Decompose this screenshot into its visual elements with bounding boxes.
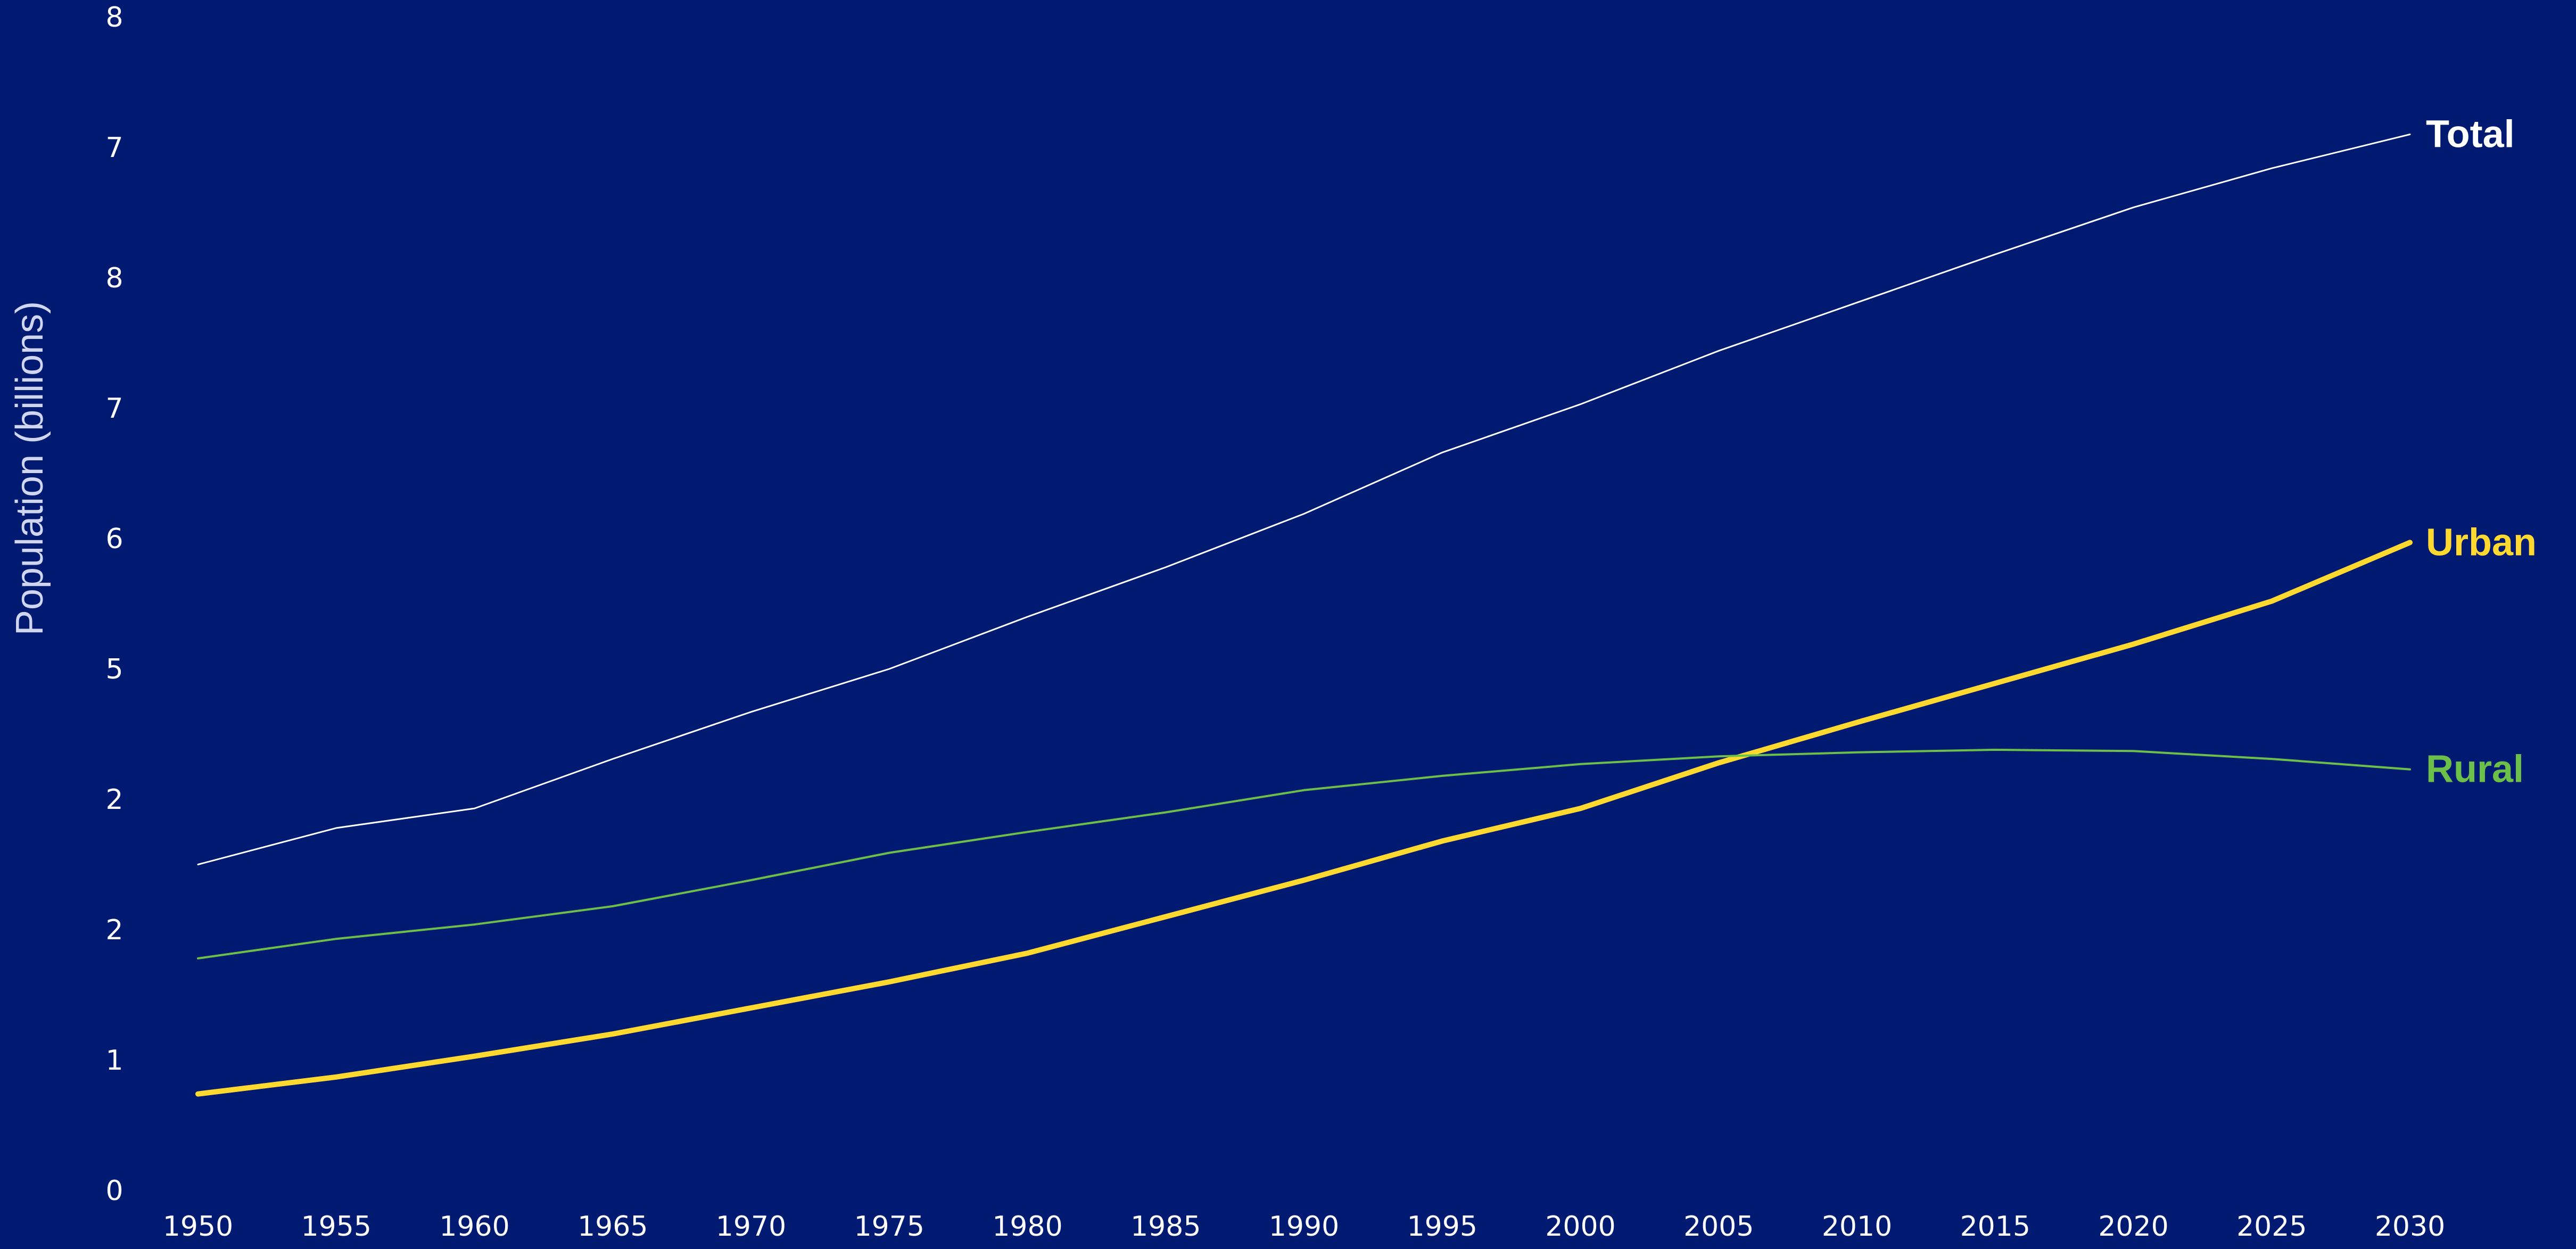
x-tick-label: 2000 (1545, 1211, 1615, 1243)
series-label-total: Total (2426, 113, 2515, 156)
x-tick-label: 1960 (439, 1211, 509, 1243)
y-tick-label: 0 (105, 1175, 123, 1207)
x-tick-label: 2005 (1683, 1211, 1754, 1243)
y-tick-label: 2 (105, 914, 123, 946)
x-tick-label: 1990 (1269, 1211, 1339, 1243)
x-tick-label: 1955 (301, 1211, 371, 1243)
series-line-urban (195, 540, 2413, 1097)
x-tick-label: 2020 (2098, 1211, 2168, 1243)
y-tick-label: 7 (105, 132, 123, 164)
series-line-rural (197, 748, 2411, 960)
x-tick-label: 1980 (992, 1211, 1062, 1243)
series-label-rural: Rural (2426, 748, 2524, 791)
y-tick-label: 8 (105, 2, 123, 34)
y-axis-title: Population (billions) (9, 301, 51, 635)
y-tick-label: 6 (105, 523, 123, 555)
series-labels: Total Urban Rural (2426, 113, 2537, 791)
x-tick-label: 2025 (2236, 1211, 2307, 1243)
y-tick-label: 2 (105, 784, 123, 816)
series-label-urban: Urban (2426, 521, 2537, 564)
y-tick-label: 8 (105, 262, 123, 294)
x-tick-label: 2010 (1822, 1211, 1892, 1243)
x-tick-label: 1965 (577, 1211, 648, 1243)
x-tick-label: 1985 (1130, 1211, 1201, 1243)
x-tick-label: 1995 (1407, 1211, 1477, 1243)
y-axis-ticks: 0 1 2 2 5 6 7 8 7 8 (105, 2, 123, 1207)
x-tick-label: 1975 (854, 1211, 924, 1243)
y-tick-label: 1 (105, 1045, 123, 1077)
y-axis-title-group: Population (billions) (9, 301, 51, 635)
series-lines (195, 134, 2413, 1097)
x-tick-label: 1970 (716, 1211, 786, 1243)
x-axis-ticks: 1950 1955 1960 1965 1970 1975 1980 1985 1990 1995… (163, 1211, 2445, 1243)
y-tick-label: 5 (105, 654, 123, 685)
x-tick-label: 1950 (163, 1211, 233, 1243)
x-tick-label: 2030 (2375, 1211, 2445, 1243)
series-line-total (197, 134, 2411, 865)
y-tick-label: 7 (105, 393, 123, 425)
x-tick-label: 2015 (1960, 1211, 2030, 1243)
